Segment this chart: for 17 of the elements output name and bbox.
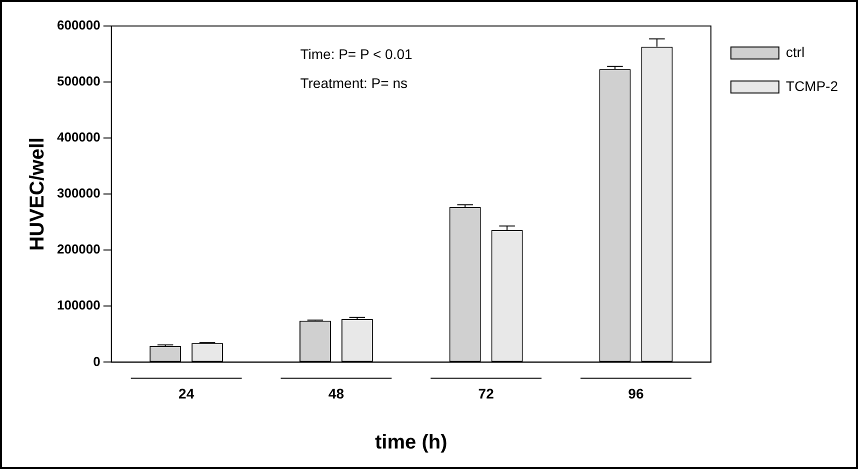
y-tick-label: 200000	[56, 242, 100, 257]
x-axis-title: time (h)	[375, 432, 448, 454]
x-tick-label: 72	[478, 385, 494, 402]
y-tick-label: 300000	[56, 186, 100, 201]
y-tick-label: 500000	[56, 74, 100, 89]
annotation: Treatment: P= ns	[300, 74, 408, 91]
legend-label: ctrl	[786, 44, 805, 60]
annotation: Time: P= P < 0.01	[300, 46, 412, 62]
y-tick-label: 100000	[56, 298, 100, 313]
x-tick-label: 96	[628, 385, 644, 402]
y-axis-title: HUVEC/well	[26, 137, 49, 251]
x-tick-label: 24	[178, 385, 194, 402]
y-tick-label: 600000	[56, 18, 100, 33]
x-tick-label: 48	[328, 385, 344, 402]
y-tick-label: 400000	[56, 130, 100, 145]
y-tick-label: 0	[93, 354, 100, 369]
legend-label: TCMP-2	[786, 78, 838, 94]
